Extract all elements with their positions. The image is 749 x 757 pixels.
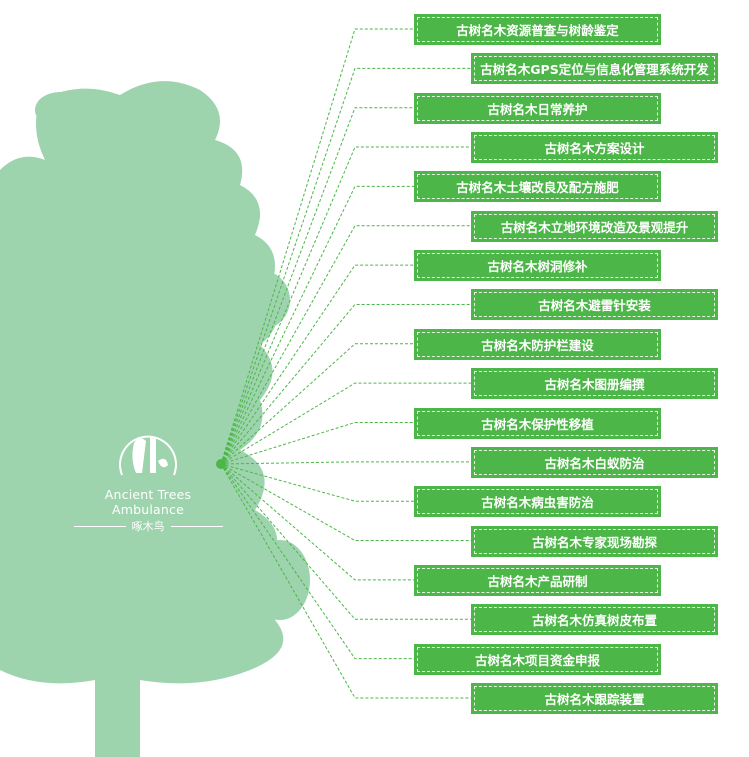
logo-english-text: Ancient Trees Ambulance [104, 487, 192, 517]
service-item-label: 古树名木产品研制 [417, 567, 658, 593]
service-item-box: 古树名木仿真树皮布置 [471, 604, 718, 636]
service-item-label: 古树名木白蚁防治 [474, 449, 715, 475]
service-item-box: 古树名木项目资金申报 [414, 643, 661, 675]
service-item-label: 古树名木防护栏建设 [417, 331, 658, 357]
service-item-box: 古树名木防护栏建设 [414, 328, 661, 360]
service-item-box: 古树名木保护性移植 [414, 407, 661, 439]
connector-line [220, 463, 471, 542]
connector-line [220, 463, 471, 620]
service-item-label: 古树名木保护性移植 [417, 410, 658, 436]
service-item-label: 古树名木GPS定位与信息化管理系统开发 [474, 56, 715, 82]
service-item-box: 古树名木方案设计 [471, 132, 718, 164]
connector-line [220, 107, 414, 465]
tree-canopy [0, 81, 310, 757]
service-item-box: 古树名木避雷针安装 [471, 289, 718, 321]
connector-line [220, 67, 471, 465]
connector-line [220, 422, 414, 465]
service-item-label: 古树名木立地环境改造及景观提升 [474, 213, 715, 239]
service-item-label: 古树名木仿真树皮布置 [474, 607, 715, 633]
connector-line [220, 146, 471, 465]
connector-line [220, 382, 471, 465]
connector-line [220, 225, 471, 465]
service-item-box: 古树名木专家现场勘探 [471, 525, 718, 557]
service-item-label: 古树名木日常养护 [417, 95, 658, 121]
service-item-label: 古树名木资源普查与树龄鉴定 [417, 17, 658, 42]
service-item-box: 古树名木GPS定位与信息化管理系统开发 [471, 53, 718, 85]
service-item-box: 古树名木跟踪装置 [471, 682, 718, 714]
service-item-box: 古树名木立地环境改造及景观提升 [471, 210, 718, 242]
origin-dot [216, 459, 226, 469]
connector-line [220, 463, 471, 699]
service-item-box: 古树名木白蚁防治 [471, 446, 718, 478]
connector-line [220, 461, 471, 465]
service-item-label: 古树名木图册编撰 [474, 371, 715, 397]
service-item-label: 古树名木项目资金申报 [417, 646, 658, 672]
service-item-label: 古树名木树洞修补 [417, 253, 658, 279]
connector-line [220, 185, 414, 465]
service-item-box: 古树名木病虫害防治 [414, 486, 661, 518]
service-item-label: 古树名木跟踪装置 [474, 685, 715, 711]
service-item-box: 古树名木树洞修补 [414, 250, 661, 282]
service-item-box: 古树名木土壤改良及配方施肥 [414, 171, 661, 203]
connector-line [220, 463, 414, 660]
connector-lines [220, 28, 471, 699]
service-item-box: 古树名木图册编撰 [471, 368, 718, 400]
connector-line [220, 343, 414, 465]
service-item-label: 古树名木方案设计 [474, 135, 715, 161]
service-item-box: 古树名木日常养护 [414, 92, 661, 124]
service-item-label: 古树名木病虫害防治 [417, 489, 658, 515]
service-item-label: 古树名木避雷针安装 [474, 292, 715, 318]
service-item-label: 古树名木土壤改良及配方施肥 [417, 174, 658, 200]
connector-line [220, 303, 471, 465]
woodpecker-logo-icon [119, 435, 177, 476]
logo-chinese-text: 啄木鸟 [131, 520, 165, 533]
connector-line [220, 28, 414, 465]
service-item-box: 古树名木资源普查与树龄鉴定 [414, 14, 661, 45]
logo: Ancient Trees Ambulance 啄木鸟 [68, 425, 228, 534]
service-item-label: 古树名木专家现场勘探 [474, 528, 715, 554]
connector-line [220, 463, 414, 581]
service-item-box: 古树名木产品研制 [414, 564, 661, 596]
connector-line [220, 463, 414, 502]
